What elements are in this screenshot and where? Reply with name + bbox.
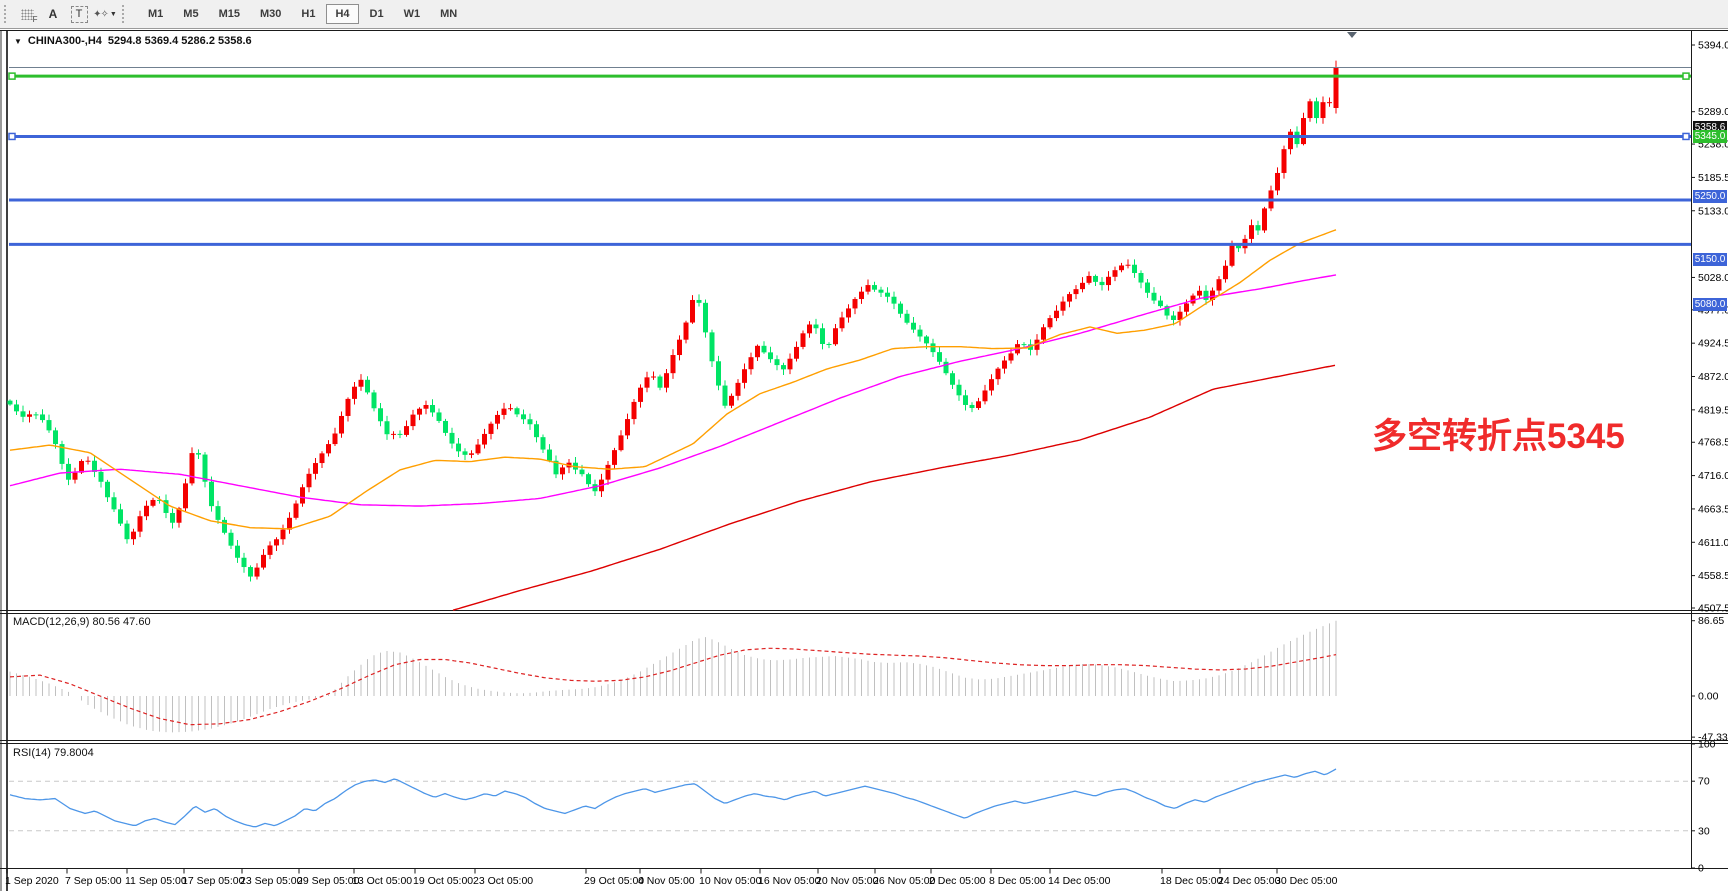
ma-fast-orange: [9, 229, 1337, 530]
toolbar-drag-handle-2[interactable]: [122, 5, 127, 23]
time-tick-label: 19 Oct 05:00: [413, 875, 473, 887]
time-tick-label: 30 Dec 05:00: [1275, 875, 1338, 887]
chart-window[interactable]: 5394.05289.05238.05185.55133.05028.04977…: [0, 30, 1728, 891]
shapes-menu-button[interactable]: ✦✧ ▼: [93, 3, 117, 25]
macd-label: MACD(12,26,9) 80.56 47.60: [13, 616, 151, 628]
price-tick: 5394.0: [1698, 40, 1728, 52]
rsi-tick: 70: [1698, 776, 1710, 788]
toolbar: F A T ✦✧ ▼ M1 M5 M15 M30 H1 H4 D1 W1 MN: [0, 0, 1728, 29]
time-tick-label: 20 Nov 05:00: [816, 875, 879, 887]
tf-button-d1[interactable]: D1: [369, 8, 384, 20]
time-tick-label: 4 Nov 05:00: [638, 875, 695, 887]
price-tick: 4872.0: [1698, 371, 1728, 383]
rsi-line: [9, 768, 1337, 828]
time-tick-label: 18 Dec 05:00: [1160, 875, 1223, 887]
level-badge-5250.0: 5250.0: [1693, 189, 1727, 203]
tf-button-h1[interactable]: H1: [301, 8, 316, 20]
line-handle[interactable]: [8, 72, 16, 80]
time-tick-label: 23 Oct 05:00: [473, 875, 533, 887]
price-tick: 4663.5: [1698, 503, 1728, 515]
price-tick: 4819.5: [1698, 404, 1728, 416]
price-tick: 4768.5: [1698, 437, 1728, 449]
level-badge-5345.0: 5345.0: [1693, 129, 1727, 143]
time-tick-label: 8 Dec 05:00: [989, 875, 1046, 887]
toolbar-drag-handle[interactable]: [4, 5, 9, 23]
timeframe-group: M1 M5 M15 M30 H1 H4 D1 W1 MN: [138, 4, 467, 24]
time-tick-label: 14 Dec 05:00: [1048, 875, 1111, 887]
time-tick-label: 17 Sep 05:00: [182, 875, 245, 887]
tf-button-mn[interactable]: MN: [440, 8, 458, 20]
price-tick: 4558.5: [1698, 570, 1728, 582]
tf-button-w1[interactable]: W1: [403, 8, 421, 20]
rsi-tick: 100: [1698, 739, 1716, 751]
shapes-icon: ✦✧: [93, 8, 109, 20]
rsi-tick: 0: [1698, 863, 1704, 875]
price-tick: 5289.0: [1698, 106, 1728, 118]
price-tick: 4924.5: [1698, 338, 1728, 350]
symbol-period-label: CHINA300-,H4: [27, 35, 102, 47]
text-label-a-icon[interactable]: A: [48, 7, 58, 21]
ma-slow-red: [452, 364, 1336, 611]
rsi-tick: 30: [1698, 825, 1710, 837]
price-tick: 5028.0: [1698, 272, 1728, 284]
time-tick-label: 2 Dec 05:00: [929, 875, 986, 887]
time-tick-label: 10 Nov 05:00: [699, 875, 762, 887]
line-handle[interactable]: [1682, 132, 1690, 141]
line-handle[interactable]: [1682, 72, 1690, 80]
time-tick-label: 1 Sep 2020: [5, 875, 59, 887]
symbol-dropdown-icon[interactable]: ▼: [14, 36, 22, 46]
price-tick: 5185.5: [1698, 172, 1728, 184]
time-tick-label: 11 Sep 05:00: [125, 875, 187, 887]
price-tick: 4716.0: [1698, 470, 1728, 482]
level-badge-5080.0: 5080.0: [1693, 297, 1727, 311]
price-tick: 4611.0: [1698, 537, 1728, 549]
time-tick-label: 23 Sep 05:00: [240, 875, 303, 887]
time-tick-label: 26 Nov 05:00: [873, 875, 936, 887]
macd-tick: -47.33: [1698, 732, 1728, 744]
chart-canvas[interactable]: 5394.05289.05238.05185.55133.05028.04977…: [0, 30, 1728, 891]
tf-button-m1[interactable]: M1: [148, 8, 164, 20]
ohlc-readout: 5294.8 5369.4 5286.2 5358.6: [107, 35, 252, 47]
t-dashed-box: T: [70, 5, 88, 23]
macd-tick: 86.65: [1698, 615, 1724, 627]
price-tick: 5133.0: [1698, 205, 1728, 217]
macd-panel: [9, 620, 1337, 733]
ma-mid-magenta: [9, 274, 1337, 507]
tf-button-m15[interactable]: M15: [218, 8, 240, 20]
chevron-down-icon: ▼: [109, 10, 117, 18]
chart-shift-marker-icon[interactable]: [1347, 32, 1357, 38]
tf-button-h4[interactable]: H4: [326, 4, 359, 24]
window-edge-outer: [0, 30, 2, 891]
window-edge-inner: [6, 30, 8, 891]
grid-properties-icon[interactable]: F: [15, 3, 39, 25]
text-box-t-icon[interactable]: T: [67, 3, 91, 25]
time-tick-label: 7 Sep 05:00: [65, 875, 122, 887]
time-tick-label: 29 Sep 05:00: [297, 875, 360, 887]
price-axis[interactable]: 5394.05289.05238.05185.55133.05028.04977…: [1691, 40, 1728, 875]
time-tick-label: 24 Dec 05:00: [1218, 875, 1281, 887]
time-tick-label: 16 Nov 05:00: [758, 875, 821, 887]
candles: [7, 60, 1339, 582]
macd-tick: 0.00: [1698, 691, 1719, 703]
tf-button-m5[interactable]: M5: [183, 8, 199, 20]
tf-button-m30[interactable]: M30: [259, 8, 282, 20]
chart-title: ▼ CHINA300-,H4 5294.8 5369.4 5286.2 5358…: [14, 35, 252, 47]
time-tick-label: 13 Oct 05:00: [352, 875, 412, 887]
time-tick-label: 29 Oct 05:00: [584, 875, 644, 887]
turning-point-annotation[interactable]: 多空转折点5345: [1372, 417, 1625, 456]
rsi-label: RSI(14) 79.8004: [13, 747, 94, 759]
level-badge-5150.0: 5150.0: [1693, 253, 1727, 267]
price-tick: 4507.5: [1698, 603, 1728, 615]
line-handle[interactable]: [8, 132, 16, 141]
